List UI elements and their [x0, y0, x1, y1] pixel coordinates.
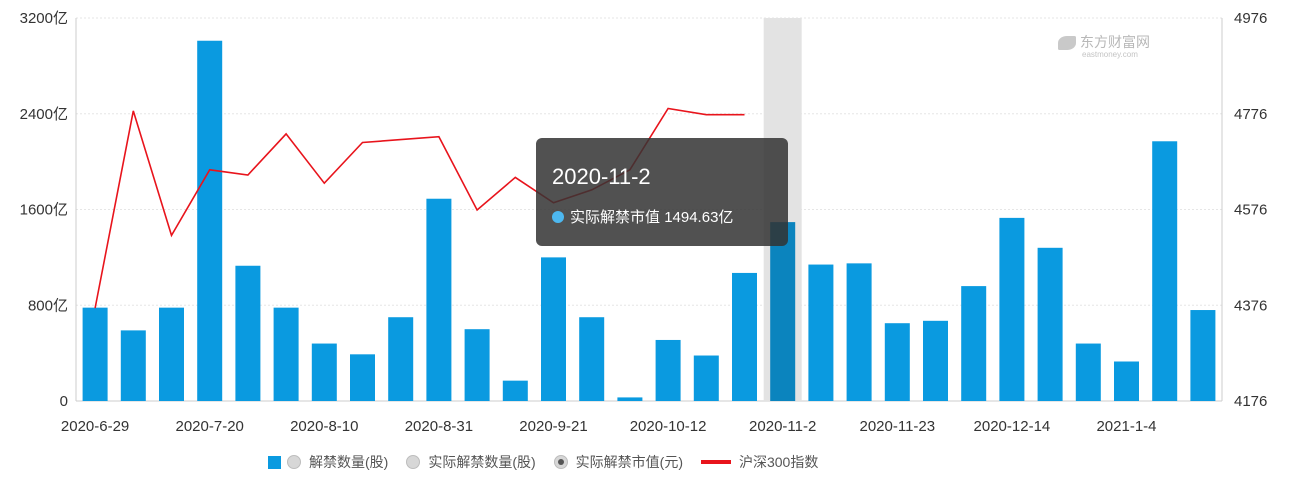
bar — [961, 286, 987, 401]
bar — [350, 354, 375, 401]
legend-item-shares[interactable]: 解禁数量(股) — [268, 452, 388, 472]
bar — [426, 198, 452, 401]
radio-icon[interactable] — [287, 455, 301, 469]
bar — [808, 264, 834, 401]
watermark-logo: 东方财富网 eastmoney.com — [1058, 32, 1150, 59]
watermark-sub: eastmoney.com — [1082, 50, 1138, 59]
bar — [846, 263, 872, 401]
chart-tooltip: 2020-11-2 实际解禁市值 1494.63亿 — [536, 138, 788, 246]
bar — [197, 40, 223, 401]
x-tick-label: 2020-6-29 — [61, 418, 129, 435]
tooltip-title: 2020-11-2 — [552, 164, 651, 189]
bar — [923, 320, 948, 401]
bar-series — [82, 40, 1216, 401]
tooltip-value: 1494.63亿 — [664, 209, 734, 226]
radio-selected-icon[interactable] — [553, 455, 568, 469]
bar — [884, 323, 910, 401]
bar — [541, 257, 566, 401]
legend-item-actual-value[interactable]: 实际解禁市值(元) — [553, 452, 683, 472]
bar — [464, 329, 490, 401]
y-left-tick-label: 1600亿 — [20, 202, 68, 219]
y-right-tick-label: 4376 — [1234, 297, 1267, 314]
y-right-tick-label: 4976 — [1234, 10, 1267, 27]
bar — [732, 272, 757, 401]
legend-label: 实际解禁市值(元) — [575, 454, 683, 470]
bar — [999, 217, 1025, 401]
legend-item-actual-shares[interactable]: 实际解禁数量(股) — [406, 452, 536, 472]
bar — [579, 317, 605, 401]
tooltip-series-name: 实际解禁市值 — [570, 209, 661, 226]
bar — [235, 265, 261, 401]
x-axis: 2020-6-29 2020-7-20 2020-8-10 2020-8-31 2020… — [61, 418, 1157, 435]
x-tick-label: 2020-7-20 — [176, 418, 244, 435]
x-tick-label: 2020-8-10 — [290, 418, 358, 435]
bar — [1075, 343, 1101, 401]
watermark-name: 东方财富网 — [1080, 34, 1150, 50]
legend-label: 解禁数量(股) — [309, 454, 389, 470]
bar — [617, 397, 643, 401]
y-right-tick-label: 4176 — [1234, 393, 1267, 410]
bar — [311, 343, 337, 401]
y-right-tick-label: 4576 — [1234, 202, 1267, 219]
tooltip-series-dot-icon — [552, 210, 564, 223]
bar — [1190, 310, 1216, 401]
bar — [502, 380, 528, 401]
y-left-tick-label: 0 — [60, 393, 68, 410]
x-tick-label: 2020-11-2 — [749, 418, 816, 435]
bar — [159, 307, 184, 401]
y-right-tick-label: 4776 — [1234, 106, 1267, 123]
x-tick-label: 2021-1-4 — [1096, 418, 1156, 435]
radio-icon[interactable] — [406, 455, 421, 469]
legend-item-hs300[interactable]: 沪深300指数 — [700, 452, 819, 472]
bar-swatch-icon — [268, 455, 281, 469]
x-tick-label: 2020-8-31 — [405, 418, 473, 435]
y-left-tick-label: 3200亿 — [20, 10, 68, 27]
bar — [388, 317, 414, 401]
y-left-tick-label: 2400亿 — [20, 106, 68, 123]
x-tick-label: 2020-11-23 — [859, 418, 935, 435]
y-axis-right: 4176 4376 4576 4776 4976 — [1234, 10, 1267, 410]
x-tick-label: 2020-10-12 — [630, 418, 707, 435]
x-tick-label: 2020-9-21 — [519, 418, 587, 435]
bar — [273, 307, 299, 401]
y-left-tick-label: 800亿 — [28, 297, 68, 314]
bar — [693, 355, 719, 401]
bar — [655, 339, 681, 401]
bar — [82, 307, 108, 401]
y-axis-left: 0 800亿 1600亿 2400亿 3200亿 — [20, 10, 68, 410]
tooltip-row: 实际解禁市值 1494.63亿 — [552, 206, 733, 227]
legend-label: 实际解禁数量(股) — [428, 454, 536, 470]
x-tick-label: 2020-12-14 — [974, 418, 1051, 435]
bar — [770, 222, 796, 401]
bar — [1037, 247, 1063, 401]
bar — [1114, 361, 1139, 401]
eastmoney-logo-icon — [1058, 36, 1076, 51]
bar — [120, 330, 146, 401]
legend-label: 沪深300指数 — [738, 454, 819, 470]
line-swatch-icon — [700, 460, 731, 464]
legend: 解禁数量(股) 实际解禁数量(股) 实际解禁市值(元) 沪深300指数 — [268, 452, 836, 472]
bar — [1152, 141, 1178, 401]
